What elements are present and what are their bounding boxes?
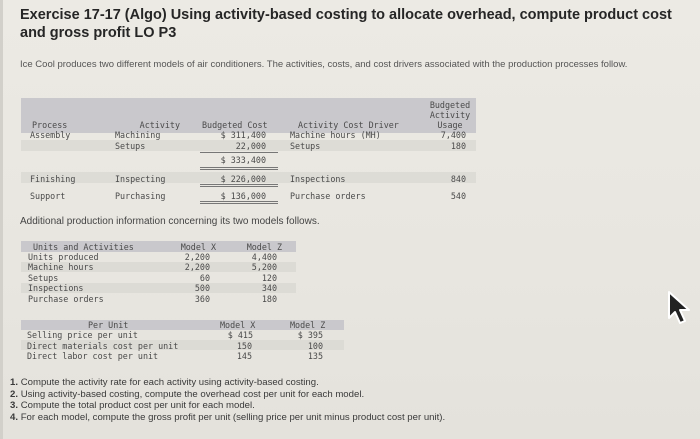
- header-cost-driver: Activity Cost Driver: [298, 120, 399, 130]
- cell-z: 120: [261, 273, 277, 283]
- cell-label: Inspections: [28, 283, 84, 293]
- table-header-band: [21, 241, 296, 252]
- cell-label: Direct labor cost per unit: [27, 351, 159, 361]
- question-3: 3. Compute the total product cost per un…: [10, 400, 255, 411]
- row-band: [21, 283, 296, 293]
- cell-x: 145: [236, 351, 252, 361]
- cell-activity: Inspecting: [115, 174, 166, 184]
- page-title: Exercise 17-17 (Algo) Using activity-bas…: [20, 7, 672, 41]
- cell-z: 100: [307, 341, 323, 351]
- cell-label: Purchase orders: [28, 294, 104, 304]
- header-usage-3: Usage: [437, 120, 463, 130]
- cell-driver: Setups: [290, 141, 321, 151]
- cell-z: 4,400: [251, 252, 277, 262]
- cell-process: Support: [30, 191, 66, 201]
- double-rule: [200, 184, 278, 187]
- cell-x: 2,200: [184, 262, 210, 272]
- header-model-z: Model Z: [290, 320, 326, 330]
- cell-process: Finishing: [30, 174, 76, 184]
- cell-x: 360: [194, 294, 210, 304]
- row-band: [21, 140, 476, 151]
- cell-cost: $ 136,000: [220, 191, 266, 201]
- double-rule: [200, 201, 278, 204]
- cell-z: 340: [261, 283, 277, 293]
- row-band: [21, 340, 344, 350]
- cell-label: Selling price per unit: [27, 330, 138, 340]
- cell-activity: Setups: [115, 141, 146, 151]
- cell-x: 2,200: [184, 252, 210, 262]
- cell-x: 150: [236, 341, 252, 351]
- mouse-pointer-icon: [668, 291, 690, 324]
- cell-usage: 840: [450, 174, 466, 184]
- row-band: [21, 172, 476, 183]
- header-model-x: Model X: [220, 320, 256, 330]
- cell-z: 135: [307, 351, 323, 361]
- cell-usage: 540: [450, 191, 466, 201]
- cell-z: $ 395: [297, 330, 323, 340]
- cell-usage: 180: [450, 141, 466, 151]
- question-1: 1. Compute the activity rate for each ac…: [10, 377, 319, 388]
- cell-x: $ 415: [227, 330, 253, 340]
- cell-x: 500: [194, 283, 210, 293]
- header-usage-1: Budgeted: [429, 100, 471, 110]
- cell-z: 5,200: [251, 262, 277, 272]
- cell-activity: Machining: [115, 130, 161, 140]
- cell-label: Setups: [28, 273, 59, 283]
- page-edge: [0, 0, 3, 439]
- cell-driver: Machine hours (MH): [290, 130, 381, 140]
- header-budgeted-cost: Budgeted Cost: [202, 120, 268, 130]
- question-4: 4. For each model, compute the gross pro…: [10, 411, 446, 423]
- cell-x: 60: [199, 273, 210, 283]
- cell-subtotal: $ 333,400: [220, 155, 266, 165]
- cell-label: Machine hours: [28, 262, 94, 272]
- question-2: 2. Using activity-based costing, compute…: [10, 388, 365, 400]
- header-model-x: Model X: [180, 242, 216, 252]
- cell-z: 180: [261, 294, 277, 304]
- header-activity: Activity: [139, 120, 180, 130]
- additional-info-text: Additional production information concer…: [20, 216, 320, 227]
- cell-cost: $ 226,000: [220, 174, 266, 184]
- header-model-z: Model Z: [246, 242, 282, 252]
- cell-usage: 7,400: [440, 130, 466, 140]
- cell-cost: $ 311,400: [220, 130, 266, 140]
- cell-driver: Inspections: [290, 174, 346, 184]
- header-process: Process: [32, 120, 68, 130]
- questions-list: 1. Compute the activity rate for each ac…: [10, 377, 690, 423]
- cell-label: Direct materials cost per unit: [27, 341, 179, 351]
- cell-driver: Purchase orders: [290, 191, 366, 201]
- header-units: Units and Activities: [33, 242, 134, 252]
- table-header-band: [21, 98, 476, 133]
- subtotal-rule: [200, 152, 278, 153]
- cell-activity: Purchasing: [115, 191, 166, 201]
- double-rule: [200, 167, 278, 170]
- cell-label: Units produced: [28, 252, 99, 262]
- row-band: [21, 262, 296, 272]
- header-per-unit: Per Unit: [88, 320, 129, 330]
- header-usage-2: Activity: [429, 110, 471, 120]
- cell-process: Assembly: [30, 130, 71, 140]
- intro-text: Ice Cool produces two different models o…: [20, 59, 628, 70]
- cell-cost: 22,000: [235, 141, 266, 151]
- table-header-band: [21, 320, 344, 330]
